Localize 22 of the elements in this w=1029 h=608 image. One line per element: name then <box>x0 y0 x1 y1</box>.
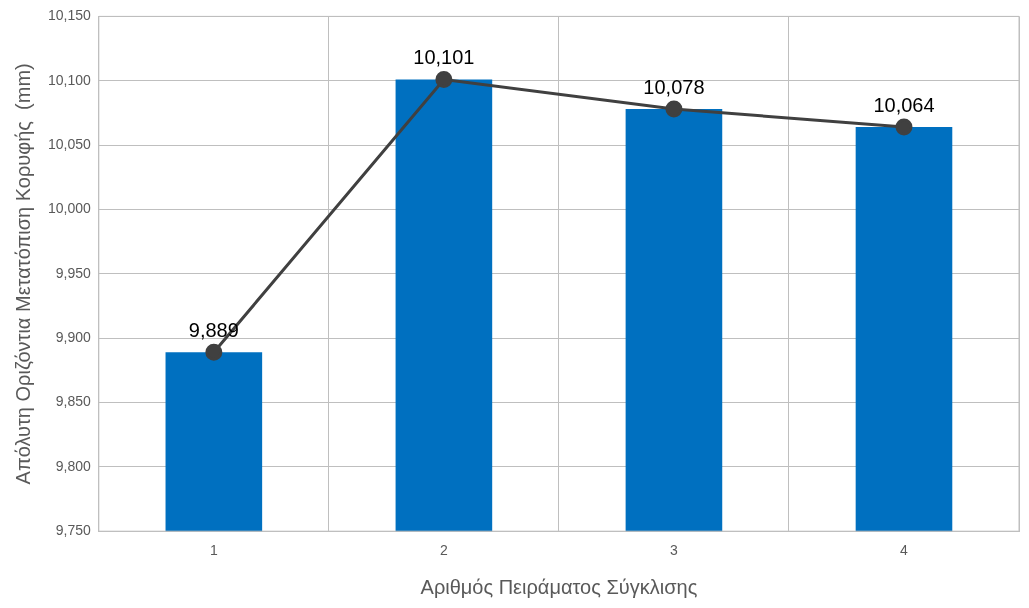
point <box>205 343 223 361</box>
y-tick-label: 9,800 <box>55 457 92 474</box>
data-label: 10,101 <box>413 45 475 68</box>
y-tick-label: 9,900 <box>55 329 92 346</box>
y-tick-label: 9,750 <box>55 522 92 539</box>
data-label: 10,064 <box>873 93 935 116</box>
y-tick-label: 9,850 <box>55 393 92 410</box>
y-tick-label: 10,050 <box>47 135 92 152</box>
y-tick-label: 9,950 <box>55 264 92 281</box>
point <box>895 118 913 136</box>
x-tick-label: 2 <box>439 542 448 559</box>
x-tick-label: 4 <box>900 542 909 559</box>
y-axis-title: Απόλυτη Οριζόντια Μετατόπιση Κορυφής (mm) <box>11 63 34 485</box>
y-tick-label: 10,100 <box>47 71 92 88</box>
data-label: 10,078 <box>643 75 705 98</box>
y-tick-label: 10,000 <box>47 200 92 217</box>
point <box>435 70 453 88</box>
x-tick-label: 1 <box>209 542 218 559</box>
x-tick-label: 3 <box>670 542 679 559</box>
x-axis-title: Αριθμός Πειράματος Σύγκλισης <box>420 575 698 598</box>
point <box>665 100 683 118</box>
y-tick-label: 10,150 <box>47 7 92 24</box>
